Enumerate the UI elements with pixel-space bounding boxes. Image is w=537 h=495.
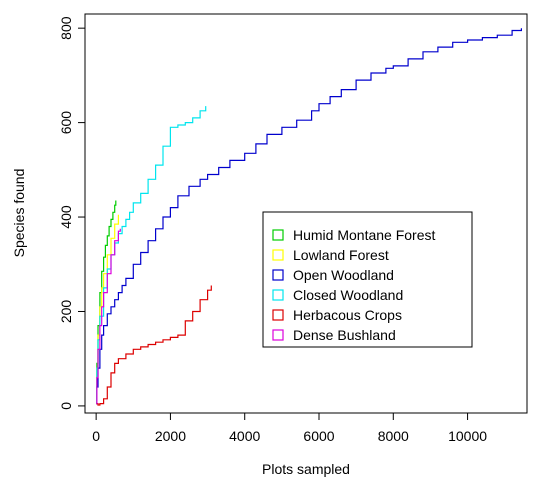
y-tick-label: 0 bbox=[58, 402, 74, 410]
series-line-humid-montane-forest bbox=[96, 200, 117, 405]
x-tick-label: 6000 bbox=[303, 428, 334, 444]
legend-label-humid-montane-forest: Humid Montane Forest bbox=[293, 227, 436, 243]
y-tick-label: 400 bbox=[58, 205, 74, 229]
x-axis: 0 2000 4000 6000 8000 10000 bbox=[92, 412, 487, 444]
legend-swatch-dense-bushland bbox=[272, 329, 284, 341]
y-tick-label: 600 bbox=[58, 111, 74, 135]
legend-label-herbacous-crops: Herbacous Crops bbox=[293, 307, 402, 323]
series-line-open-woodland bbox=[96, 28, 522, 405]
x-tick-label: 2000 bbox=[155, 428, 186, 444]
legend-label-open-woodland: Open Woodland bbox=[293, 267, 394, 283]
x-tick-label: 4000 bbox=[229, 428, 260, 444]
x-tick-label: 10000 bbox=[448, 428, 487, 444]
legend-box bbox=[262, 211, 473, 348]
x-tick-label: 8000 bbox=[378, 428, 409, 444]
legend: Humid Montane Forest Lowland Forest Open W… bbox=[262, 211, 473, 348]
series-line-dense-bushland bbox=[96, 228, 121, 405]
legend-swatch-open-woodland bbox=[272, 269, 284, 281]
y-axis-label: Species found bbox=[11, 169, 27, 258]
legend-swatch-lowland-forest bbox=[272, 249, 284, 261]
series-group bbox=[96, 28, 522, 406]
y-tick-label: 200 bbox=[58, 300, 74, 324]
legend-swatch-humid-montane-forest bbox=[272, 229, 284, 241]
x-tick-label: 0 bbox=[92, 428, 100, 444]
legend-swatch-herbacous-crops bbox=[272, 309, 284, 321]
y-axis: 0 200 400 600 800 bbox=[58, 16, 86, 410]
legend-swatch-closed-woodland bbox=[272, 289, 284, 301]
legend-label-closed-woodland: Closed Woodland bbox=[293, 287, 403, 303]
legend-label-dense-bushland: Dense Bushland bbox=[293, 327, 396, 343]
series-line-herbacous-crops bbox=[96, 285, 212, 406]
x-axis-label: Plots sampled bbox=[262, 461, 350, 477]
y-tick-label: 800 bbox=[58, 16, 74, 40]
legend-label-lowland-forest: Lowland Forest bbox=[293, 247, 389, 263]
